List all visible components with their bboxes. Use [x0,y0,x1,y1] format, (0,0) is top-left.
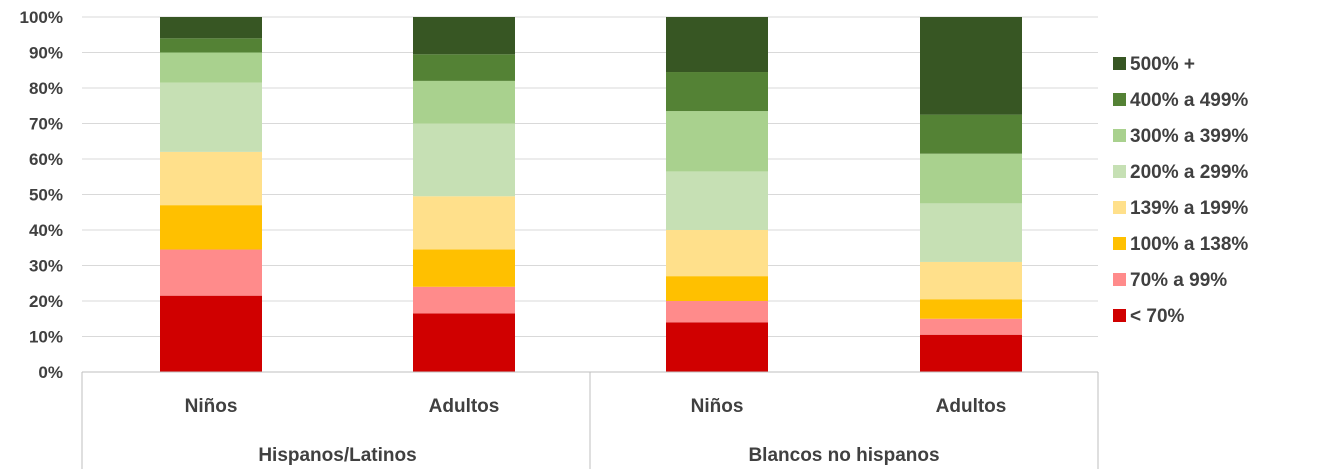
y-tick-label: 10% [29,328,63,347]
x-category-label: Adultos [936,396,1007,417]
legend-label: 139% a 199% [1130,198,1248,219]
bar-segment [666,276,768,301]
legend-swatch [1113,273,1126,286]
bar-segment [413,313,515,372]
bar-segment [413,286,515,314]
legend-label: 100% a 138% [1130,234,1248,255]
bar-segment [920,203,1022,262]
x-group-label: Blancos no hispanos [748,445,939,466]
bars [160,17,1022,372]
legend-swatch [1113,237,1126,250]
bar-segment [160,295,262,372]
bar-segment [413,123,515,197]
y-tick-label: 100% [20,8,63,27]
legend-swatch [1113,129,1126,142]
bar-segment [666,171,768,230]
bar-segment [160,205,262,250]
legend-label: 400% a 499% [1130,90,1248,111]
y-axis: 0% 10% 20% 30% 40% 50% 60% 70% 80% 90% 100% [20,8,63,382]
x-category-label: Adultos [429,396,500,417]
x-axis: Niños Adultos Niños Adultos Hispanos/Latinos… [81,371,1099,469]
legend-label: 70% a 99% [1130,270,1227,291]
bar-segment [920,114,1022,154]
legend-label: 300% a 399% [1130,126,1248,147]
y-tick-label: 70% [29,115,63,134]
bar-segment [666,322,768,372]
legend-swatch [1113,93,1126,106]
legend-label: < 70% [1130,306,1185,327]
legend-swatch [1113,309,1126,322]
y-tick-label: 80% [29,79,63,98]
legend-swatch [1113,165,1126,178]
legend: 500% + 400% a 499% 300% a 399% 200% a 299% 1… [1113,54,1248,327]
legend-label: 200% a 299% [1130,162,1248,183]
bar-segment [920,334,1022,372]
y-tick-label: 40% [29,221,63,240]
bar-segment [666,301,768,323]
bar-segment [666,17,768,73]
bar-segment [160,249,262,296]
bar-segment [413,196,515,250]
bar-segment [666,230,768,277]
x-category-label: Niños [691,396,744,417]
x-group-label: Hispanos/Latinos [258,445,416,466]
y-tick-label: 90% [29,44,63,63]
bar-segment [160,151,262,206]
y-tick-label: 50% [29,186,63,205]
bar-segment [666,111,768,172]
bar-segment [920,261,1022,300]
y-tick-label: 60% [29,150,63,169]
bar-segment [413,249,515,287]
bar-segment [160,82,262,152]
bar-segment [160,17,262,39]
bar-segment [160,52,262,83]
bar-segment [413,54,515,81]
bar-segment [413,80,515,124]
legend-label: 500% + [1130,54,1195,75]
y-tick-label: 20% [29,292,63,311]
bar-segment [920,299,1022,319]
y-tick-label: 30% [29,257,63,276]
bar-segment [920,318,1022,335]
y-tick-label: 0% [38,363,63,382]
bar-segment [920,153,1022,204]
bar-segment [666,72,768,112]
bar-segment [413,17,515,55]
legend-swatch [1113,201,1126,214]
legend-swatch [1113,57,1126,70]
x-category-label: Niños [185,396,238,417]
bar-segment [160,38,262,53]
bar-segment [920,17,1022,115]
